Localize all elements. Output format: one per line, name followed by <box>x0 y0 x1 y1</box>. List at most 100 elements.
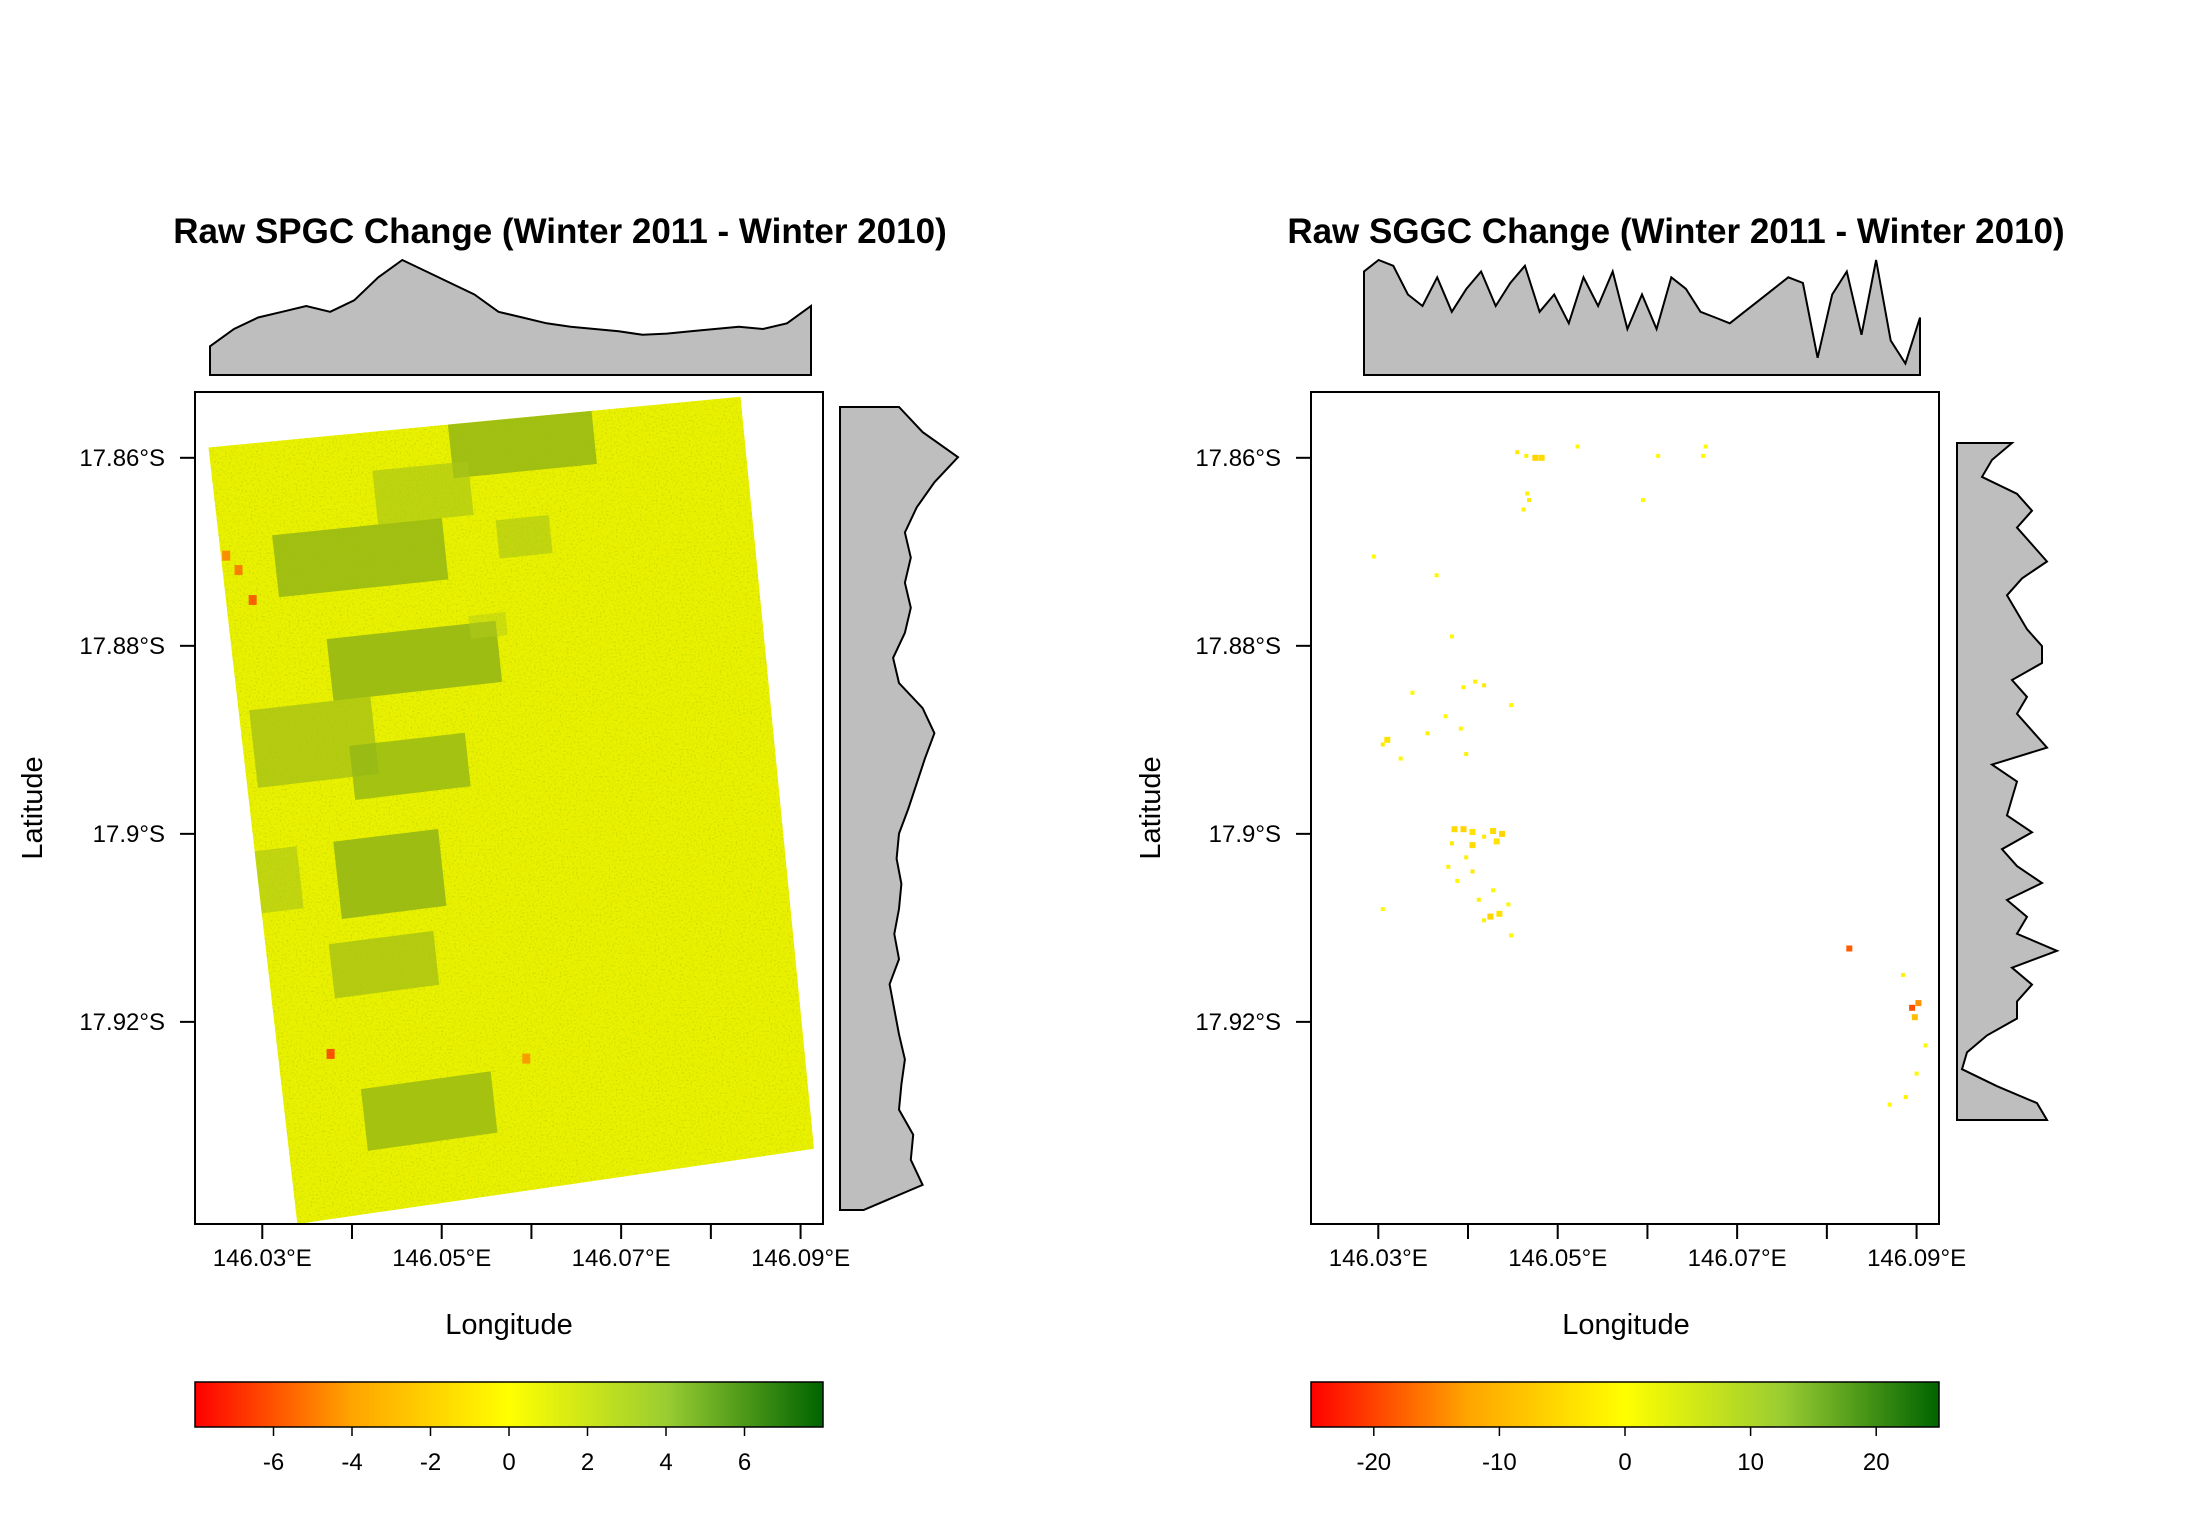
side-marginal-profile <box>839 406 960 1211</box>
colorbar-tick-label: -2 <box>420 1449 441 1476</box>
raster-point <box>1515 450 1520 455</box>
raster-point <box>1911 1014 1918 1021</box>
y-axis-label: Latitude <box>17 756 49 859</box>
x-tick-label: 146.03°E <box>213 1245 312 1272</box>
raster-point <box>1701 453 1706 458</box>
raster-point <box>1487 913 1494 920</box>
colorbar-tick-label: 0 <box>502 1449 515 1476</box>
raster-point <box>1449 841 1454 846</box>
plot-frame <box>1310 391 1940 1225</box>
raster-point <box>1460 826 1467 833</box>
x-tick-label: 146.07°E <box>572 1245 671 1272</box>
y-tick-label: 17.9°S <box>93 821 165 848</box>
raster-point <box>1901 972 1906 977</box>
x-tick-label: 146.09°E <box>751 1245 850 1272</box>
y-axis-tick-labels: 17.86°S 17.88°S 17.9°S 17.92°S <box>1195 445 1281 1036</box>
top-marginal-profile <box>209 258 812 376</box>
y-axis-ticks <box>180 456 195 1023</box>
raster-point <box>1493 838 1500 845</box>
y-tick-label: 17.88°S <box>1195 633 1281 660</box>
raster-point <box>1449 634 1454 639</box>
raster-point <box>1524 453 1529 458</box>
chart-title: Raw SPGC Change (Winter 2011 - Winter 20… <box>173 212 946 251</box>
x-axis-ticks <box>1377 1224 1918 1239</box>
panel-spgc: Raw SPGC Change (Winter 2011 - Winter 20… <box>17 212 960 1476</box>
raster-point <box>1538 454 1545 461</box>
raster-point <box>1509 933 1514 938</box>
x-axis-tick-labels: 146.03°E 146.05°E 146.07°E 146.09°E <box>1329 1245 1966 1272</box>
x-axis-ticks <box>261 1224 802 1239</box>
raster-point <box>1425 731 1430 736</box>
raster-point <box>1469 842 1476 849</box>
x-axis-label: Longitude <box>445 1309 572 1341</box>
raster-point <box>1461 685 1466 690</box>
colorbar-tick-label: 4 <box>659 1449 672 1476</box>
raster-point <box>1521 507 1526 512</box>
raster-point <box>1506 902 1511 907</box>
raster-point <box>1482 834 1487 839</box>
panel-sggc: Raw SGGC Change (Winter 2011 - Winter 20… <box>1135 212 2065 1476</box>
raster-point <box>1482 918 1487 923</box>
x-axis-label: Longitude <box>1562 1309 1689 1341</box>
side-marginal-profile <box>1956 442 2060 1121</box>
raster-point <box>1470 869 1475 874</box>
raster-point <box>1464 855 1469 860</box>
y-tick-label: 17.92°S <box>1195 1009 1281 1036</box>
raster-point <box>1491 888 1496 893</box>
x-tick-label: 146.05°E <box>392 1245 491 1272</box>
raster-point <box>1410 690 1415 695</box>
raster-point <box>1371 554 1376 559</box>
raster-point <box>1527 498 1531 503</box>
raster-point <box>1458 726 1463 731</box>
colorbar-ticks <box>272 1427 746 1436</box>
raster-point <box>1640 498 1645 503</box>
colorbar <box>194 1381 824 1428</box>
raster-point <box>1490 828 1497 834</box>
colorbar-tick-label: -4 <box>341 1449 362 1476</box>
raster-point <box>1509 703 1514 708</box>
x-tick-label: 146.03°E <box>1329 1245 1428 1272</box>
raster-point <box>1380 742 1385 747</box>
colorbar-tick-label: 2 <box>581 1449 594 1476</box>
raster-point <box>1525 491 1530 496</box>
raster-point <box>1473 679 1478 684</box>
colorbar-tick-label: -10 <box>1482 1449 1517 1476</box>
raster-point <box>1923 1043 1928 1048</box>
raster-point <box>1476 897 1481 902</box>
chart-title: Raw SGGC Change (Winter 2011 - Winter 20… <box>1287 212 2064 251</box>
raster-point <box>1451 826 1458 833</box>
raster-point <box>1469 829 1476 835</box>
raster-point <box>1446 864 1451 869</box>
colorbar-tick-label: 20 <box>1863 1449 1890 1476</box>
colorbar-tick-labels: -6 -4 -2 0 2 4 6 <box>263 1449 751 1476</box>
raster-point <box>1656 453 1661 458</box>
raster-point <box>1464 751 1469 756</box>
colorbar-tick-label: 0 <box>1618 1449 1631 1476</box>
raster-point <box>1384 736 1391 743</box>
colorbar-tick-label: -6 <box>263 1449 284 1476</box>
y-axis-label: Latitude <box>1135 756 1167 859</box>
raster-point <box>1398 756 1403 761</box>
raster-point <box>1915 1000 1922 1007</box>
y-axis-tick-labels: 17.86°S 17.88°S 17.9°S 17.92°S <box>79 445 165 1036</box>
y-axis-ticks <box>1296 456 1311 1023</box>
colorbar-tick-label: 6 <box>738 1449 751 1476</box>
raster-point <box>1846 945 1853 952</box>
colorbar <box>1310 1381 1940 1428</box>
raster-texture <box>208 396 814 1223</box>
raster-point <box>1499 830 1506 837</box>
raster-point <box>1532 454 1539 461</box>
y-tick-label: 17.92°S <box>79 1009 165 1036</box>
raster-point <box>1703 444 1708 449</box>
x-tick-label: 146.09°E <box>1867 1245 1966 1272</box>
raster-point <box>1575 444 1580 449</box>
y-tick-label: 17.9°S <box>1209 821 1281 848</box>
raster-point <box>1380 907 1385 912</box>
raster-point <box>1887 1102 1892 1107</box>
colorbar-tick-label: -20 <box>1356 1449 1391 1476</box>
x-tick-label: 146.05°E <box>1508 1245 1607 1272</box>
colorbar-tick-label: 10 <box>1737 1449 1764 1476</box>
top-marginal-profile <box>1363 258 1921 376</box>
raster-point <box>1482 683 1487 688</box>
